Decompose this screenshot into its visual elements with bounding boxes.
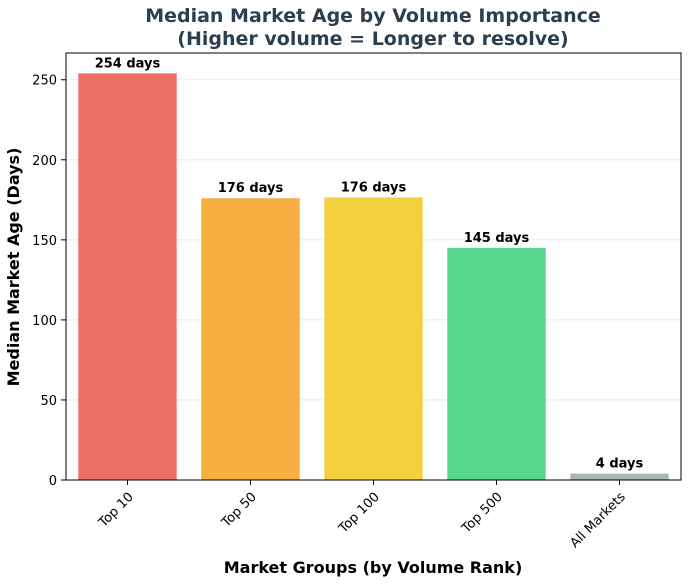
- y-tick-label: 200: [32, 154, 57, 169]
- data-label: 254 days: [95, 56, 161, 71]
- y-axis-ticks: 0 50 100 150 200 250: [32, 74, 66, 489]
- x-tick-label: Top 100: [336, 490, 383, 537]
- y-tick-label: 150: [32, 234, 57, 249]
- x-axis-ticks: Top 10 Top 50 Top 100 Top 500 All Markets: [95, 480, 629, 551]
- data-label: 145 days: [464, 231, 530, 246]
- y-tick-label: 50: [40, 394, 57, 409]
- x-tick-label: Top 500: [459, 490, 506, 537]
- chart-title-line-2: (Higher volume = Longer to resolve): [177, 28, 568, 50]
- x-tick-label: Top 50: [218, 490, 259, 531]
- x-tick-label: All Markets: [567, 490, 628, 551]
- bar-all-markets: [570, 473, 669, 480]
- data-label: 4 days: [596, 457, 644, 472]
- data-label: 176 days: [341, 180, 407, 195]
- x-axis-label: Market Groups (by Volume Rank): [224, 558, 523, 577]
- x-tick-label: Top 10: [95, 490, 136, 531]
- bar-top-10: [78, 73, 177, 480]
- y-axis-label: Median Market Age (Days): [4, 148, 23, 387]
- chart-title-line-1: Median Market Age by Volume Importance: [145, 5, 601, 27]
- bars: [78, 73, 669, 481]
- bar-top-500: [447, 247, 546, 480]
- chart-title: Median Market Age by Volume Importance (…: [145, 5, 601, 50]
- y-tick-label: 100: [32, 314, 57, 329]
- y-tick-label: 0: [49, 474, 57, 489]
- y-tick-label: 250: [32, 74, 57, 89]
- bar-top-50: [201, 198, 300, 481]
- bar-top-100: [324, 197, 423, 480]
- data-labels: 254 days 176 days 176 days 145 days 4 days: [95, 56, 644, 471]
- data-label: 176 days: [218, 181, 284, 196]
